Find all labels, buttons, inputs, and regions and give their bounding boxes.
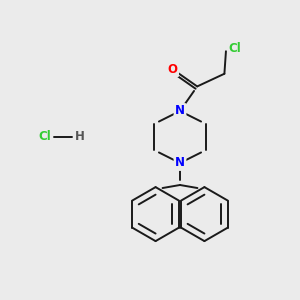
- Text: H: H: [75, 130, 85, 143]
- Text: O: O: [168, 63, 178, 76]
- Text: Cl: Cl: [39, 130, 51, 143]
- Text: Cl: Cl: [229, 42, 241, 55]
- Text: N: N: [175, 157, 185, 169]
- Text: N: N: [175, 104, 185, 118]
